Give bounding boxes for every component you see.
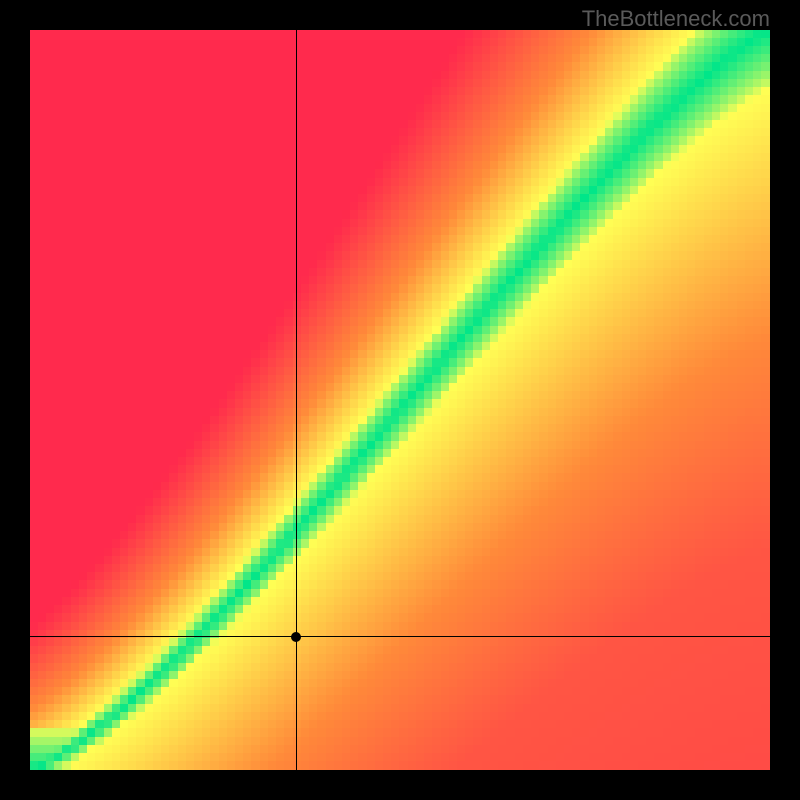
- crosshair-horizontal: [30, 636, 770, 637]
- watermark-text: TheBottleneck.com: [582, 6, 770, 32]
- bottleneck-heatmap: [30, 30, 770, 770]
- crosshair-vertical: [296, 30, 297, 770]
- chart-container: { "watermark": { "text": "TheBottleneck.…: [0, 0, 800, 800]
